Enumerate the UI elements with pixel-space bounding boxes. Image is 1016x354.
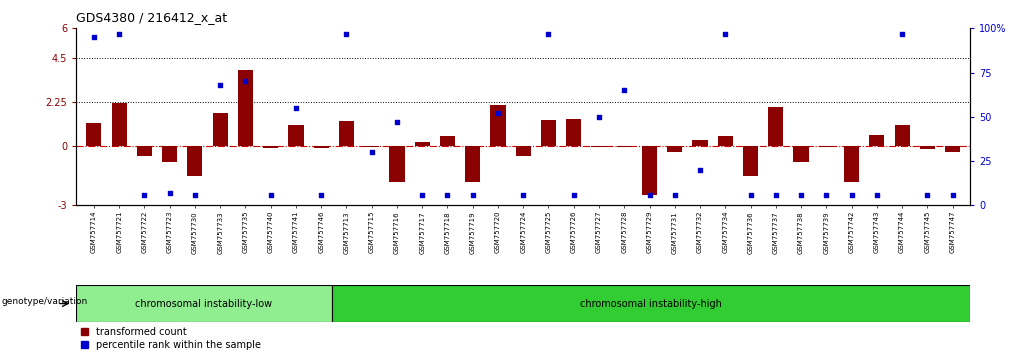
Point <box>364 149 380 155</box>
Point <box>792 192 809 198</box>
Bar <box>693 141 707 146</box>
Bar <box>894 125 909 146</box>
Bar <box>566 119 581 146</box>
Bar <box>289 125 304 146</box>
Bar <box>163 146 177 162</box>
Point <box>717 31 734 36</box>
Text: genotype/variation: genotype/variation <box>2 297 87 306</box>
Bar <box>440 136 455 146</box>
Bar <box>137 146 152 156</box>
Point <box>212 82 229 88</box>
Bar <box>415 142 430 146</box>
Bar <box>768 107 783 146</box>
Point <box>591 114 608 120</box>
Point <box>338 31 355 36</box>
Point <box>85 34 102 40</box>
Bar <box>919 146 935 149</box>
Bar <box>668 146 683 152</box>
Bar <box>819 146 834 147</box>
Point <box>389 119 405 125</box>
Bar <box>945 146 960 152</box>
Point <box>313 192 329 198</box>
Point <box>464 192 481 198</box>
Point <box>818 192 834 198</box>
Bar <box>491 105 506 146</box>
Point <box>136 192 152 198</box>
Point <box>162 190 178 196</box>
Point <box>288 105 304 111</box>
Text: chromosomal instability-high: chromosomal instability-high <box>580 298 722 309</box>
Bar <box>314 146 329 148</box>
Bar <box>187 146 202 176</box>
Point <box>869 192 885 198</box>
Point <box>111 31 127 36</box>
Point <box>490 110 506 116</box>
Bar <box>793 146 809 162</box>
Bar <box>364 146 379 147</box>
Bar <box>263 146 278 148</box>
Point <box>515 192 531 198</box>
Bar <box>844 146 860 182</box>
Point <box>843 192 860 198</box>
Bar <box>717 137 733 146</box>
Bar <box>339 121 354 146</box>
Bar <box>465 146 481 182</box>
Point <box>919 192 936 198</box>
Text: GDS4380 / 216412_x_at: GDS4380 / 216412_x_at <box>76 11 228 24</box>
Bar <box>112 103 127 146</box>
Bar <box>238 70 253 146</box>
Point <box>187 192 203 198</box>
Point <box>262 192 278 198</box>
Point <box>666 192 683 198</box>
Bar <box>870 135 884 146</box>
Point <box>616 87 632 93</box>
Bar <box>212 113 228 146</box>
Point <box>768 192 784 198</box>
Point <box>238 79 254 84</box>
Bar <box>541 120 556 146</box>
Point <box>894 31 910 36</box>
Bar <box>617 146 632 147</box>
Bar <box>389 146 404 182</box>
Bar <box>86 123 102 146</box>
Point <box>541 31 557 36</box>
Point <box>743 192 759 198</box>
Point <box>566 192 582 198</box>
Point <box>641 192 657 198</box>
Point <box>945 192 961 198</box>
Point <box>692 167 708 173</box>
Legend: transformed count, percentile rank within the sample: transformed count, percentile rank withi… <box>81 327 261 349</box>
Point <box>415 192 431 198</box>
Bar <box>591 146 607 147</box>
Text: chromosomal instability-low: chromosomal instability-low <box>135 298 272 309</box>
Bar <box>642 146 657 195</box>
Bar <box>743 146 758 176</box>
Bar <box>516 146 530 156</box>
FancyBboxPatch shape <box>76 285 331 322</box>
Point <box>439 192 455 198</box>
FancyBboxPatch shape <box>331 285 970 322</box>
